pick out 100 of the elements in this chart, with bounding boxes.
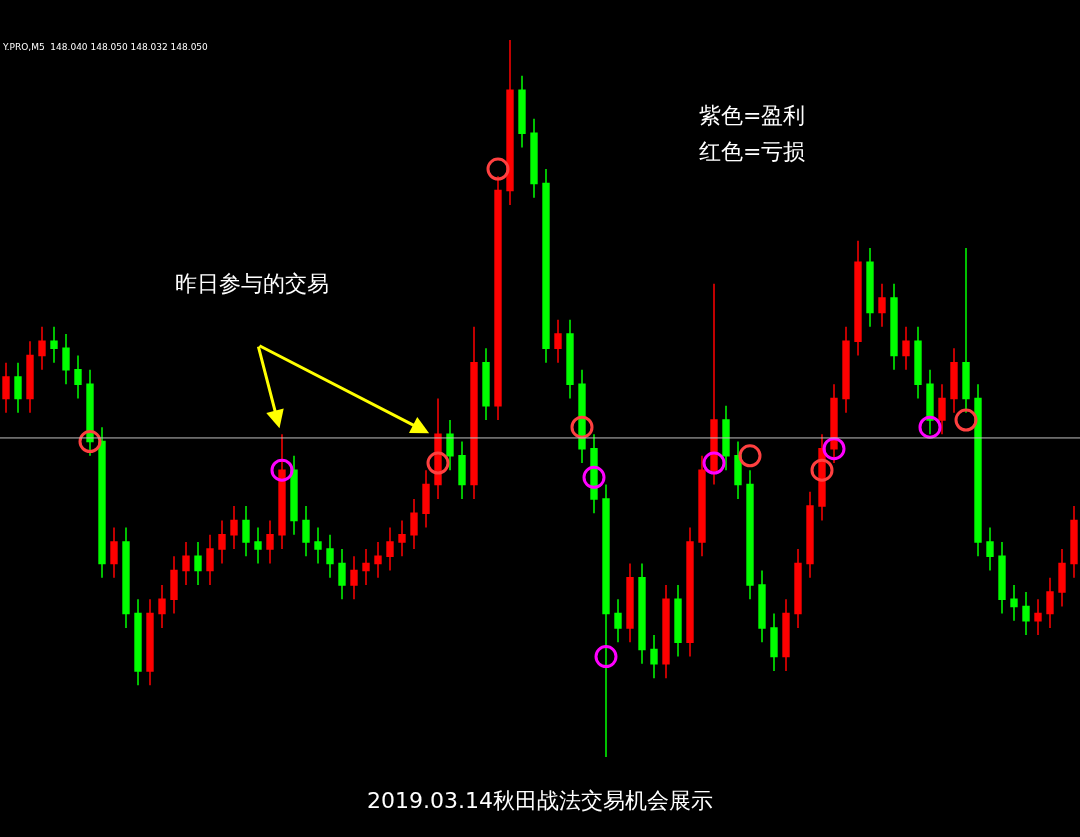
candlestick — [506, 40, 514, 206]
candlestick — [590, 433, 598, 514]
candlestick — [326, 533, 334, 579]
candlestick — [854, 240, 862, 357]
candlestick — [86, 369, 94, 457]
point — [486, 157, 510, 181]
candlestick — [170, 555, 178, 615]
annotation: 昨日参与的交易 — [175, 271, 329, 296]
candlestick — [890, 283, 898, 371]
point — [426, 451, 450, 475]
candlestick — [2, 361, 10, 414]
candlestick — [242, 505, 250, 557]
candlestick — [758, 569, 766, 644]
candlestick — [1070, 505, 1078, 579]
candlestick — [566, 318, 574, 400]
candlestick — [950, 347, 958, 414]
candlestick — [146, 598, 154, 687]
point — [954, 408, 978, 432]
candlestick — [578, 369, 586, 464]
candlestick — [542, 168, 550, 364]
candlestick — [518, 75, 526, 149]
candlestick — [122, 526, 130, 629]
candlestick — [314, 526, 322, 565]
candlestick — [230, 505, 238, 550]
candlestick — [74, 354, 82, 400]
annotation: 红色=亏损 — [699, 139, 806, 164]
candlestick — [482, 347, 490, 421]
candlestick — [746, 469, 754, 601]
candlestick — [974, 383, 982, 557]
candlestick — [362, 548, 370, 586]
candlestick — [902, 326, 910, 371]
candlestick — [446, 419, 454, 471]
candlestick — [182, 541, 190, 586]
point — [822, 437, 846, 461]
candlestick — [302, 505, 310, 557]
candlestick — [50, 326, 58, 364]
candlestick — [686, 526, 694, 658]
candlestick — [1010, 584, 1018, 622]
candlestick — [218, 519, 226, 565]
candlestick — [650, 634, 658, 679]
candlestick — [386, 526, 394, 572]
candlestick — [734, 440, 742, 500]
candlestick — [470, 326, 478, 500]
candlestick — [986, 526, 994, 572]
point — [810, 458, 834, 482]
point — [738, 444, 762, 468]
candlestick — [878, 283, 886, 328]
candlestick — [722, 404, 730, 471]
annotation: Y.PRO,M5 148.040 148.050 148.032 148.050 — [2, 42, 209, 52]
candlestick — [422, 469, 430, 529]
candlestick — [806, 490, 814, 579]
candlestick — [98, 426, 106, 579]
point — [270, 458, 294, 482]
candlestick — [278, 433, 286, 550]
candlestick — [398, 519, 406, 557]
point — [78, 430, 102, 454]
candlestick — [770, 612, 778, 672]
candlestick — [410, 498, 418, 550]
candlestick — [266, 519, 274, 565]
candlestick — [1022, 591, 1030, 636]
candlestick — [842, 326, 850, 414]
candlestick — [338, 548, 346, 601]
candlestick — [866, 247, 874, 328]
candlestick — [554, 318, 562, 364]
candlestick — [1058, 548, 1066, 608]
candlestick — [938, 383, 946, 436]
candlestick — [926, 369, 934, 436]
point — [702, 451, 726, 475]
point — [570, 415, 594, 439]
candlestick — [254, 526, 262, 565]
candlestick — [1046, 577, 1054, 629]
candlestick — [350, 555, 358, 601]
annotation: 紫色=盈利 — [699, 103, 806, 128]
candlestick — [14, 361, 22, 414]
point — [582, 465, 606, 489]
candlestick — [374, 541, 382, 579]
candlestick — [782, 598, 790, 672]
candlestick — [998, 541, 1006, 615]
candlestick — [698, 455, 706, 557]
candlestick — [614, 598, 622, 644]
candlestick — [794, 548, 802, 629]
candlestick — [194, 541, 202, 586]
candlestick — [458, 440, 466, 500]
candlestick — [26, 340, 34, 414]
candlestick — [962, 247, 970, 414]
candlestick — [38, 326, 46, 371]
candlestick — [830, 383, 838, 464]
candlestick — [134, 598, 142, 687]
candlestick — [290, 455, 298, 536]
candlestick — [62, 333, 70, 385]
point — [918, 415, 942, 439]
point — [594, 645, 618, 669]
candlestick — [494, 175, 502, 421]
candlestick — [662, 584, 670, 679]
candlestick — [914, 326, 922, 400]
candlestick — [158, 584, 166, 629]
candlestick — [626, 562, 634, 644]
candlestick — [710, 283, 718, 486]
candlestick — [1034, 598, 1042, 636]
candlestick — [530, 118, 538, 199]
